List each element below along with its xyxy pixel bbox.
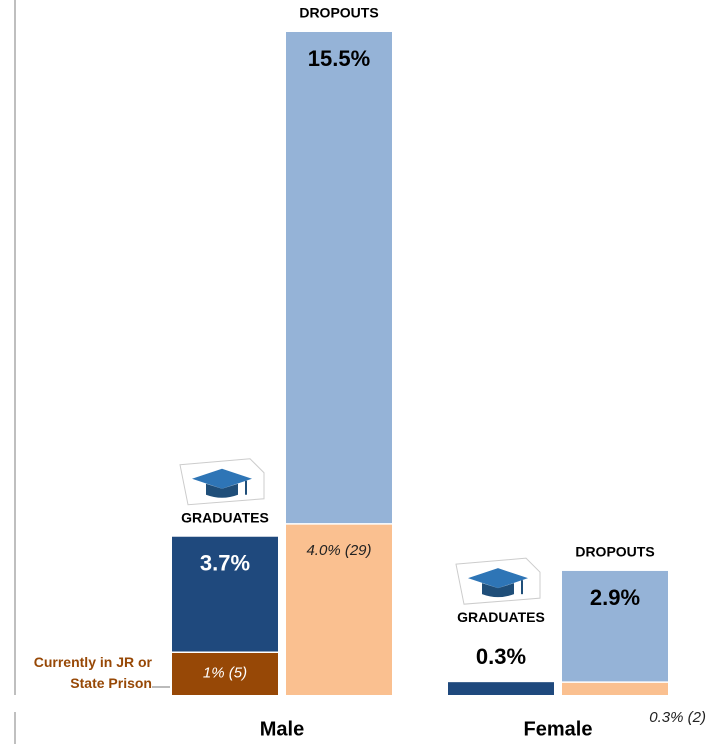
group-label: GRADUATES xyxy=(457,609,545,625)
bar xyxy=(562,570,668,695)
bar xyxy=(448,682,554,695)
prison-segment xyxy=(286,523,392,695)
group-label: DROPOUTS xyxy=(575,544,654,560)
category-label: Male xyxy=(260,718,304,740)
cap-top xyxy=(192,468,252,489)
prison-value-label: 4.0% (29) xyxy=(306,542,371,559)
cap-base xyxy=(482,583,514,598)
cap-top xyxy=(468,568,528,589)
graduation-cap-icon xyxy=(179,458,265,506)
prison-value-label: 0.3% (2) xyxy=(649,709,706,726)
cap-base xyxy=(206,483,238,498)
value-label: 2.9% xyxy=(590,585,640,610)
prison-annotation: Currently in JR or State Prison xyxy=(33,654,152,691)
prison-segment xyxy=(172,652,278,695)
group-label: GRADUATES xyxy=(181,509,269,525)
value-label: 3.7% xyxy=(200,551,250,576)
prison-value-label: 1% (5) xyxy=(203,665,247,682)
value-label: 15.5% xyxy=(308,46,370,71)
value-label: 0.3% xyxy=(476,644,526,669)
group-label: DROPOUTS xyxy=(299,5,378,21)
icons xyxy=(179,458,541,605)
graduation-cap-icon xyxy=(455,557,541,605)
category-label: Female xyxy=(524,718,593,740)
prison-segment xyxy=(562,682,668,695)
